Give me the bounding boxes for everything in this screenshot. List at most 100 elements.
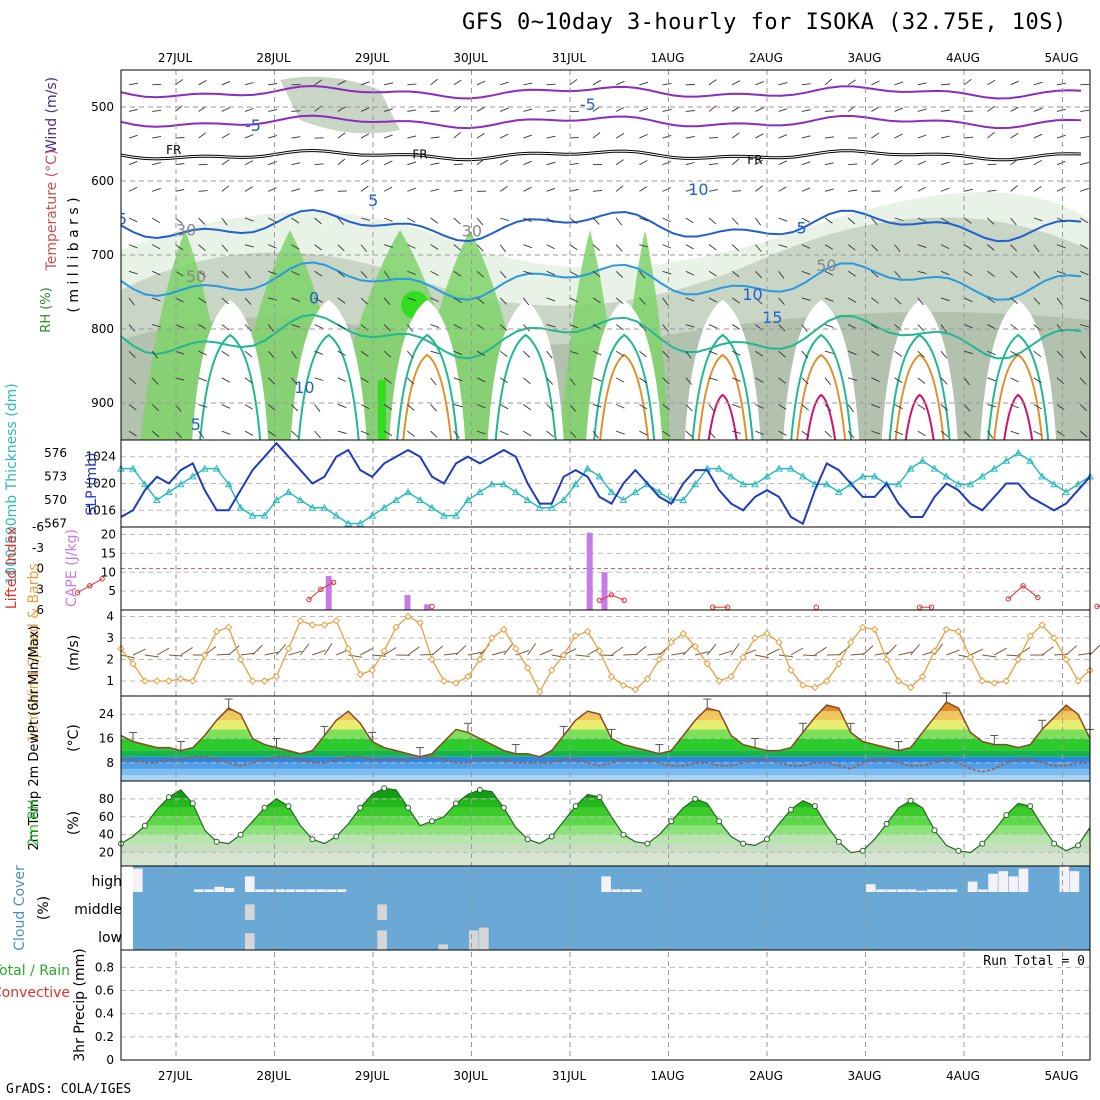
wind-barb bbox=[407, 135, 417, 139]
wind-barb bbox=[1079, 244, 1089, 250]
wind-speed-marker bbox=[248, 677, 257, 685]
cloud-layer-label: middle bbox=[74, 902, 122, 918]
cloud-bar bbox=[611, 889, 622, 892]
wind-barb bbox=[894, 404, 903, 410]
wind-barb bbox=[639, 377, 648, 384]
wind-barb bbox=[500, 107, 509, 112]
wind-barb bbox=[546, 244, 555, 250]
wind-barb bbox=[964, 297, 973, 303]
wind-barb bbox=[453, 430, 460, 439]
wind-barb bbox=[360, 133, 370, 139]
wind-speed-marker bbox=[559, 651, 568, 659]
wind-barb bbox=[152, 187, 161, 192]
wind-barb bbox=[384, 160, 393, 166]
wind-barb bbox=[801, 135, 811, 139]
wind-barb bbox=[894, 297, 902, 305]
wind-barb bbox=[314, 79, 323, 86]
wind-barb bbox=[940, 217, 950, 223]
rh-marker bbox=[285, 803, 292, 810]
wind-barb-10m bbox=[240, 652, 255, 656]
wind-barb bbox=[871, 297, 879, 304]
wind-barb bbox=[917, 377, 926, 384]
wind-speed-marker bbox=[380, 647, 388, 655]
lifted-index-marker bbox=[99, 576, 105, 582]
wind-barb-10m bbox=[790, 647, 804, 656]
wind-speed-marker bbox=[1002, 677, 1011, 685]
wind-barb bbox=[731, 270, 740, 278]
wind-barb bbox=[430, 162, 440, 166]
wind-barb bbox=[360, 217, 370, 221]
wind-barb bbox=[1010, 404, 1020, 409]
wind-barb bbox=[940, 404, 949, 411]
x-tick-bottom: 3AUG bbox=[848, 1069, 882, 1083]
isotherm-freezing-core bbox=[121, 149, 1082, 161]
wind-barb bbox=[847, 404, 854, 413]
wind-barb bbox=[894, 324, 902, 331]
x-tick-top: 2AUG bbox=[749, 51, 783, 65]
wind-speed-marker bbox=[320, 621, 329, 629]
wind-barb bbox=[221, 404, 231, 409]
thickness-marker bbox=[464, 495, 472, 503]
wind-barb bbox=[1080, 270, 1089, 276]
wind-barb bbox=[1056, 270, 1066, 275]
wind-speed-marker bbox=[775, 638, 783, 647]
thickness-marker bbox=[942, 472, 951, 480]
wind-barb bbox=[894, 217, 904, 221]
rh-band bbox=[121, 852, 1090, 866]
wind-barb bbox=[1010, 297, 1018, 304]
ylabel-lifted-index: Lifted Index bbox=[4, 527, 20, 609]
wind-barb bbox=[360, 297, 368, 305]
wind-barb bbox=[314, 189, 324, 192]
wind-barb bbox=[268, 244, 277, 249]
wind-barb-10m bbox=[312, 649, 326, 656]
wind-barb bbox=[940, 270, 950, 276]
wind-speed-marker bbox=[966, 653, 975, 662]
wind-speed-marker bbox=[691, 642, 699, 651]
wind-barb-10m bbox=[383, 647, 397, 656]
x-tick-top: 31JUL bbox=[552, 51, 587, 65]
thickness-marker bbox=[416, 495, 424, 503]
wind-barb bbox=[360, 377, 369, 383]
wind-barb-10m bbox=[467, 651, 482, 656]
cloud-bar bbox=[621, 889, 632, 892]
temp-tick: 24 bbox=[99, 707, 114, 721]
contour-label: -5 bbox=[245, 116, 261, 135]
cloud-bar bbox=[479, 927, 489, 950]
ylabel-temperature: Temperature (°C) bbox=[44, 150, 60, 272]
wind-barb bbox=[755, 185, 763, 192]
precip-tick: 0.4 bbox=[95, 1007, 114, 1021]
wind-barb bbox=[244, 108, 254, 112]
wind-tick: 2 bbox=[106, 652, 114, 666]
wind-barb bbox=[801, 187, 811, 192]
cloud-bar bbox=[245, 876, 255, 892]
thickness-marker bbox=[906, 464, 915, 472]
x-tick-top: 3AUG bbox=[848, 51, 882, 65]
wind-barb bbox=[1079, 377, 1087, 385]
ylabel-precip: 3hr Precip (mm) bbox=[72, 948, 88, 1061]
wind-speed-marker bbox=[153, 677, 161, 685]
wind-barb bbox=[546, 297, 556, 302]
wind-barb bbox=[500, 133, 509, 139]
wind-barb bbox=[569, 79, 578, 86]
cloud-bar bbox=[1018, 868, 1029, 892]
wind-barb bbox=[732, 430, 742, 434]
wind-barb bbox=[662, 217, 671, 223]
thickness-marker bbox=[368, 511, 377, 519]
wind-barb bbox=[615, 185, 624, 192]
wind-barb bbox=[824, 270, 834, 276]
wind-barb bbox=[546, 109, 556, 112]
wind-barb bbox=[198, 217, 206, 225]
wind-barb bbox=[221, 324, 230, 331]
wind-barb bbox=[871, 404, 880, 409]
rh-marker bbox=[596, 794, 603, 801]
wind-speed-marker bbox=[571, 632, 580, 640]
wind-barb-10m bbox=[539, 649, 553, 656]
wind-barb bbox=[523, 160, 532, 166]
wind-barb bbox=[592, 350, 602, 356]
wind-speed-marker bbox=[655, 655, 664, 664]
thickness-marker bbox=[715, 464, 723, 472]
wind-barb bbox=[662, 108, 672, 112]
wind-barb bbox=[778, 217, 788, 222]
ylabel-wind10m: 10m Wind Speed & Barbs bbox=[26, 563, 42, 742]
